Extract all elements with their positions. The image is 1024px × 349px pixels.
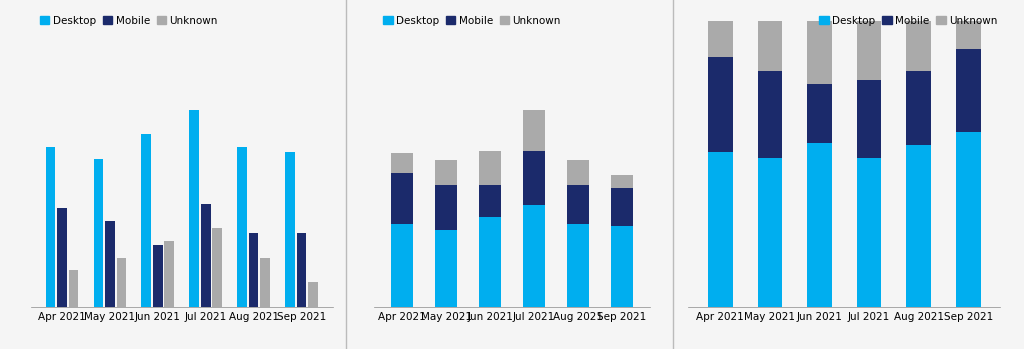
Bar [857,80,882,158]
Bar [201,203,211,307]
Bar [69,270,78,307]
Bar [807,21,831,84]
Bar [758,71,782,158]
Bar [807,143,831,307]
Bar [807,84,831,143]
Bar [165,240,174,307]
Bar [435,185,457,230]
Bar [249,233,258,307]
Bar [286,152,295,307]
Bar [435,230,457,307]
Bar [567,185,589,224]
Legend: Desktop, Mobile, Unknown: Desktop, Mobile, Unknown [36,12,222,30]
Bar [105,221,115,307]
Bar [523,151,545,205]
Bar [857,21,882,80]
Bar [955,21,981,49]
Bar [567,224,589,307]
Bar [308,282,317,307]
Legend: Desktop, Mobile, Unknown: Desktop, Mobile, Unknown [379,12,565,30]
Bar [567,160,589,185]
Bar [189,110,199,307]
Bar [479,185,501,217]
Bar [141,134,152,307]
Bar [708,21,733,57]
Legend: Desktop, Mobile, Unknown: Desktop, Mobile, Unknown [815,12,1001,30]
Bar [479,151,501,185]
Bar [955,132,981,307]
Bar [479,217,501,307]
Bar [117,258,126,307]
Bar [212,228,222,307]
Bar [57,208,67,307]
Bar [758,158,782,307]
Bar [955,49,981,132]
Bar [610,175,633,188]
Bar [906,146,931,307]
Bar [391,172,414,224]
Bar [391,224,414,307]
Bar [260,258,270,307]
Bar [523,110,545,151]
Bar [708,57,733,152]
Bar [523,205,545,307]
Bar [153,245,163,307]
Bar [906,21,931,71]
Bar [906,71,931,146]
Bar [93,159,103,307]
Bar [435,160,457,185]
Bar [758,21,782,71]
Bar [708,152,733,307]
Bar [610,188,633,227]
Bar [297,233,306,307]
Bar [857,158,882,307]
Bar [610,227,633,307]
Bar [391,153,414,172]
Bar [46,147,55,307]
Bar [238,147,247,307]
